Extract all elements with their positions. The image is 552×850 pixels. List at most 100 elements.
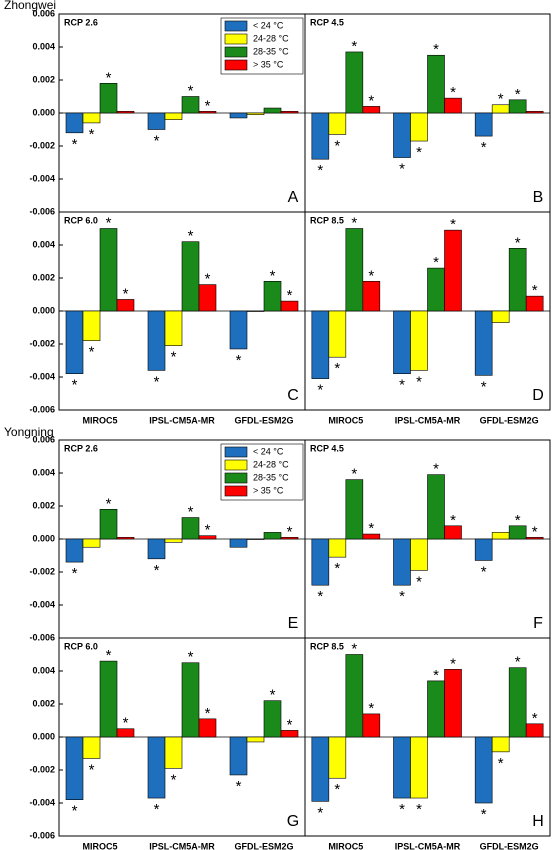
- legend-label: 24-28 °C: [253, 33, 289, 43]
- bar: [164, 736, 183, 769]
- y-tick-label: -0.006: [29, 632, 55, 642]
- figure-title: Zhongwei: [4, 0, 56, 12]
- bar: [427, 54, 445, 114]
- bar: [198, 718, 217, 738]
- significance-mark: *: [106, 495, 112, 512]
- legend-label: < 24 °C: [253, 20, 284, 30]
- panel-label: E: [288, 615, 299, 632]
- bar: [362, 280, 381, 312]
- x-tick-label: MIROC5: [328, 415, 363, 425]
- panel-title: RCP 4.5: [310, 17, 344, 27]
- significance-mark: *: [236, 352, 242, 369]
- significance-mark: *: [368, 520, 374, 537]
- significance-mark: *: [72, 565, 78, 582]
- panel-label: A: [288, 189, 299, 206]
- bar: [280, 111, 299, 114]
- bar: [65, 310, 84, 375]
- panel-label: B: [533, 189, 544, 206]
- bar: [263, 532, 282, 540]
- bar: [474, 112, 493, 137]
- significance-mark: *: [433, 254, 439, 271]
- bar: [427, 680, 445, 738]
- bar: [65, 538, 84, 563]
- significance-mark: *: [317, 804, 323, 821]
- bar: [116, 728, 135, 738]
- significance-mark: *: [205, 522, 211, 539]
- significance-mark: *: [416, 801, 422, 818]
- y-tick-label: -0.004: [29, 797, 55, 807]
- panel-label: F: [533, 615, 543, 632]
- bar: [82, 112, 101, 124]
- bar: [393, 736, 411, 799]
- significance-mark: *: [498, 755, 504, 772]
- y-tick-label: -0.004: [29, 599, 55, 609]
- significance-mark: *: [106, 69, 112, 86]
- significance-mark: *: [498, 91, 504, 108]
- x-tick-label: GFDL-ESM2G: [480, 841, 539, 850]
- significance-mark: *: [481, 139, 487, 156]
- significance-mark: *: [481, 806, 487, 823]
- significance-mark: *: [399, 801, 405, 818]
- legend-swatch: [224, 485, 248, 497]
- significance-mark: *: [515, 86, 521, 103]
- bar: [280, 537, 299, 540]
- significance-mark: *: [416, 144, 422, 161]
- significance-mark: *: [450, 512, 456, 529]
- significance-mark: *: [334, 781, 340, 798]
- bar: [147, 538, 166, 560]
- bar: [345, 654, 364, 738]
- bar: [474, 736, 493, 804]
- y-tick-label: 0.002: [32, 500, 55, 510]
- panel-label: C: [287, 387, 299, 404]
- bar: [345, 228, 364, 312]
- significance-mark: *: [515, 234, 521, 251]
- bar: [525, 295, 544, 312]
- bar: [410, 736, 428, 799]
- bar: [393, 112, 411, 158]
- bar: [116, 299, 135, 312]
- bar: [491, 532, 510, 540]
- bar: [508, 99, 527, 114]
- x-tick-label: IPSL-CM5A-MR: [149, 841, 215, 850]
- bar: [181, 96, 200, 114]
- bar: [147, 112, 166, 130]
- significance-mark: *: [287, 523, 293, 540]
- panel-title: RCP 2.6: [64, 17, 98, 27]
- bar: [280, 300, 299, 312]
- significance-mark: *: [154, 801, 160, 818]
- y-tick-label: -0.004: [29, 173, 55, 183]
- significance-mark: *: [171, 771, 177, 788]
- bar: [198, 284, 217, 312]
- panel-title: RCP 8.5: [310, 641, 344, 651]
- legend-swatch: [224, 46, 248, 58]
- significance-mark: *: [72, 803, 78, 820]
- bar: [410, 310, 428, 371]
- bar: [246, 538, 265, 540]
- significance-mark: *: [317, 382, 323, 399]
- bar: [229, 112, 248, 119]
- significance-mark: *: [154, 373, 160, 390]
- bar: [328, 736, 347, 779]
- panel-title: RCP 8.5: [310, 215, 344, 225]
- legend-label: 24-28 °C: [253, 459, 289, 469]
- bar: [427, 267, 445, 312]
- bar: [444, 669, 462, 738]
- bar: [116, 111, 135, 114]
- y-tick-label: 0.004: [32, 467, 55, 477]
- significance-mark: *: [236, 778, 242, 795]
- significance-mark: *: [72, 377, 78, 394]
- bar: [198, 111, 217, 114]
- significance-mark: *: [205, 271, 211, 288]
- bar: [525, 537, 544, 540]
- legend-label: < 24 °C: [253, 446, 284, 456]
- significance-mark: *: [205, 705, 211, 722]
- bar: [181, 517, 200, 540]
- bar: [311, 736, 330, 802]
- bar: [263, 280, 282, 312]
- significance-mark: *: [287, 287, 293, 304]
- y-tick-label: -0.002: [29, 764, 55, 774]
- significance-mark: *: [450, 655, 456, 672]
- significance-mark: *: [334, 360, 340, 377]
- bar: [345, 51, 364, 114]
- significance-mark: *: [515, 654, 521, 671]
